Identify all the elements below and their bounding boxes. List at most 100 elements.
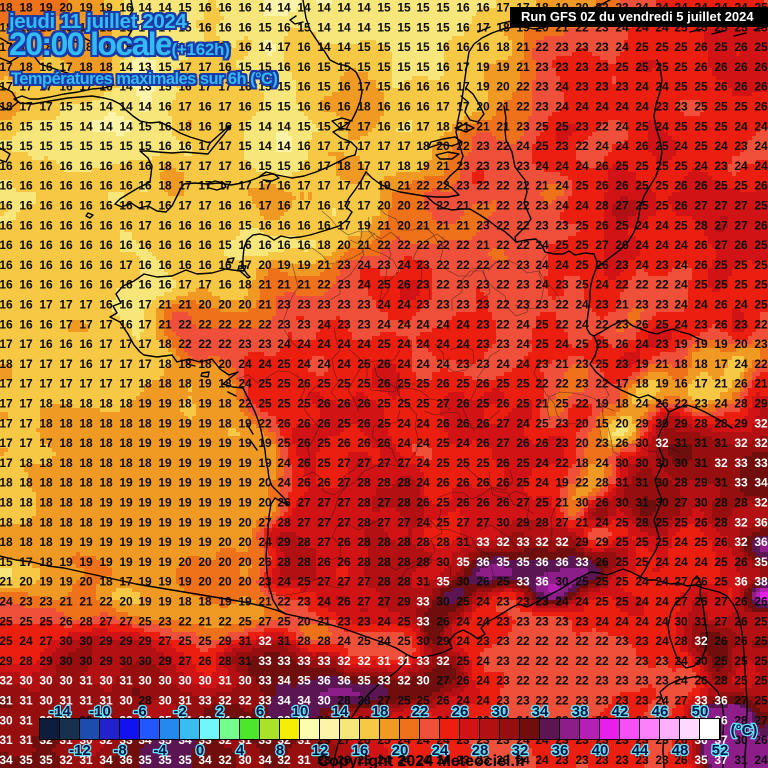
svg-text:16: 16 [79,278,93,292]
svg-text:18: 18 [635,377,649,391]
svg-text:-6: -6 [133,703,146,720]
svg-text:24: 24 [535,753,549,767]
svg-text:31: 31 [714,476,728,490]
svg-text:26: 26 [297,436,311,450]
svg-text:28: 28 [218,654,232,668]
svg-text:21: 21 [258,595,272,609]
svg-text:21: 21 [317,258,331,272]
svg-text:16: 16 [39,317,53,331]
svg-text:16: 16 [119,20,133,34]
svg-text:18: 18 [158,159,172,173]
svg-text:24: 24 [277,575,291,589]
svg-text:25: 25 [456,595,470,609]
svg-text:27: 27 [516,496,530,510]
svg-text:25: 25 [674,218,688,232]
svg-text:27: 27 [595,238,609,252]
svg-text:26: 26 [595,179,609,193]
svg-text:19: 19 [39,1,53,15]
svg-text:24: 24 [416,416,430,430]
svg-text:14: 14 [158,40,172,54]
svg-text:27: 27 [357,456,371,470]
svg-text:25: 25 [655,199,669,213]
svg-text:26: 26 [496,476,510,490]
svg-text:18: 18 [39,515,53,529]
svg-text:25: 25 [674,119,688,133]
svg-text:25: 25 [357,634,371,648]
svg-text:18: 18 [39,496,53,510]
svg-text:27: 27 [297,515,311,529]
svg-text:22: 22 [535,694,549,708]
svg-text:40: 40 [592,742,609,759]
svg-text:16: 16 [39,159,53,173]
svg-text:28: 28 [297,535,311,549]
svg-text:25: 25 [694,80,708,94]
svg-text:(°C): (°C) [731,722,758,739]
svg-text:24: 24 [694,159,708,173]
svg-text:23: 23 [615,258,629,272]
svg-text:31: 31 [79,674,93,688]
svg-text:26: 26 [337,436,351,450]
svg-text:23: 23 [476,139,490,153]
svg-text:28: 28 [377,476,391,490]
svg-text:17: 17 [258,199,272,213]
svg-text:15: 15 [19,139,33,153]
svg-text:16: 16 [238,159,252,173]
svg-text:24: 24 [436,317,450,331]
svg-text:25: 25 [277,357,291,371]
svg-text:16: 16 [99,278,113,292]
svg-text:15: 15 [119,40,133,54]
svg-text:31: 31 [635,496,649,510]
svg-text:23: 23 [595,40,609,54]
svg-text:22: 22 [655,278,669,292]
svg-text:33: 33 [516,535,530,549]
svg-text:28: 28 [694,218,708,232]
svg-text:19: 19 [178,535,192,549]
svg-text:19: 19 [158,496,172,510]
svg-text:21: 21 [357,238,371,252]
svg-text:30: 30 [416,674,430,688]
svg-text:14: 14 [79,119,93,133]
svg-text:35: 35 [496,555,510,569]
svg-text:26: 26 [496,496,510,510]
svg-text:33: 33 [416,614,430,628]
svg-text:23: 23 [535,595,549,609]
svg-text:22: 22 [178,317,192,331]
svg-text:16: 16 [99,159,113,173]
svg-text:24: 24 [258,535,272,549]
svg-text:23: 23 [555,416,569,430]
svg-text:26: 26 [734,60,748,74]
svg-text:33: 33 [297,654,311,668]
svg-text:21: 21 [496,119,510,133]
svg-text:16: 16 [39,179,53,193]
svg-text:21: 21 [198,614,212,628]
svg-text:31: 31 [238,654,252,668]
svg-text:24: 24 [754,753,768,767]
svg-text:16: 16 [456,1,470,15]
svg-text:16: 16 [39,337,53,351]
svg-text:29: 29 [277,535,291,549]
svg-text:17: 17 [0,337,13,351]
svg-text:21: 21 [397,179,411,193]
svg-text:16: 16 [198,100,212,114]
svg-text:28: 28 [734,713,748,727]
svg-text:16: 16 [158,278,172,292]
svg-text:22: 22 [595,119,609,133]
svg-text:28: 28 [377,575,391,589]
svg-text:16: 16 [99,199,113,213]
svg-text:25: 25 [436,496,450,510]
svg-text:31: 31 [59,694,73,708]
svg-text:23: 23 [535,80,549,94]
svg-text:23: 23 [555,139,569,153]
svg-text:22: 22 [535,634,549,648]
svg-text:23: 23 [337,258,351,272]
svg-text:28: 28 [535,515,549,529]
svg-text:30: 30 [59,654,73,668]
svg-text:21: 21 [79,595,93,609]
svg-text:27: 27 [714,199,728,213]
svg-text:16: 16 [158,119,172,133]
svg-text:26: 26 [674,199,688,213]
svg-text:25: 25 [516,456,530,470]
svg-text:24: 24 [416,436,430,450]
svg-text:23: 23 [456,159,470,173]
svg-text:23: 23 [516,595,530,609]
